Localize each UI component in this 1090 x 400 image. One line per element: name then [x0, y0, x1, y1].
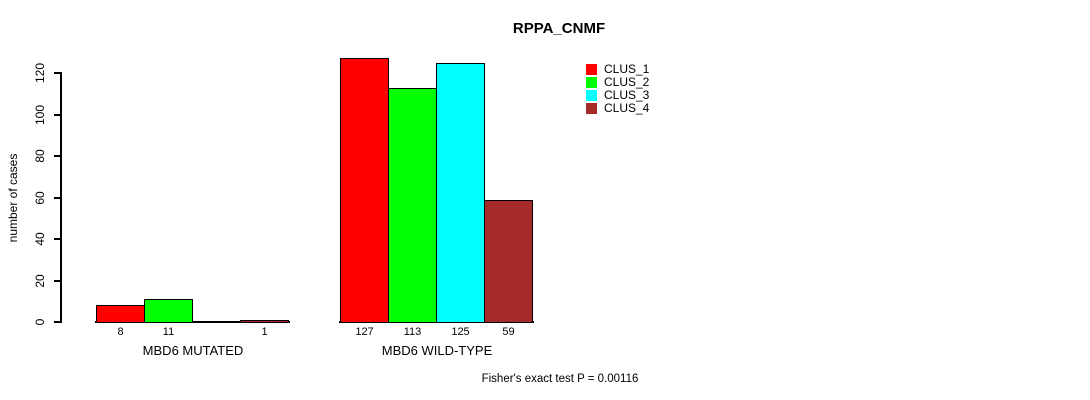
x-category-label-wildtype: MBD6 WILD-TYPE: [381, 343, 493, 358]
bar-clus_1-wildtype: [340, 58, 389, 322]
group-baseline: [339, 321, 534, 323]
bar-clus_1-mutated: [96, 305, 145, 322]
chart-title: RPPA_CNMF: [512, 20, 606, 37]
legend-item-clus3: CLUS_3: [586, 89, 649, 102]
legend-item-clus1: CLUS_1: [586, 63, 649, 76]
bar-value-label: 11: [162, 326, 175, 338]
bar-clus_4-mutated: [240, 320, 289, 322]
bar-value-label: 1: [261, 326, 268, 338]
legend-swatch-clus4: [586, 103, 597, 114]
y-tick-label: 40: [33, 232, 47, 246]
bar-value-label: 113: [403, 326, 422, 338]
y-tick-mark: [54, 155, 61, 157]
legend: CLUS_1 CLUS_2 CLUS_3 CLUS_4: [586, 63, 649, 115]
bar-clus_2-wildtype: [388, 88, 437, 322]
y-tick-label: 60: [33, 190, 47, 205]
bar-value-label: 127: [355, 326, 374, 338]
legend-swatch-clus3: [586, 90, 597, 101]
x-category-label-mutated: MBD6 MUTATED: [142, 343, 244, 358]
y-tick-label: 80: [33, 149, 47, 163]
y-tick-label: 100: [33, 104, 47, 125]
y-tick-label: 0: [33, 318, 47, 326]
group-baseline: [95, 321, 290, 323]
y-tick-mark: [54, 72, 61, 74]
legend-label-clus4: CLUS_4: [604, 101, 650, 115]
bar-clus_4-wildtype: [484, 200, 533, 322]
bar-value-label: 59: [502, 326, 515, 338]
legend-swatch-clus2: [586, 77, 597, 88]
y-tick-label: 120: [33, 62, 47, 84]
bar-value-label: 8: [117, 326, 124, 338]
legend-swatch-clus1: [586, 64, 597, 75]
y-tick-mark: [54, 321, 61, 323]
legend-label-clus3: CLUS_3: [604, 88, 650, 102]
bar-clus_2-mutated: [144, 299, 193, 322]
legend-label-clus2: CLUS_2: [604, 75, 650, 89]
y-tick-mark: [54, 113, 61, 116]
bar-value-label: 125: [451, 326, 470, 338]
legend-item-clus4: CLUS_4: [586, 102, 649, 115]
legend-item-clus2: CLUS_2: [586, 76, 649, 89]
y-tick-mark: [54, 238, 61, 240]
fisher-test-annotation: Fisher's exact test P = 0.00116: [481, 373, 639, 385]
y-tick-label: 20: [33, 273, 47, 288]
legend-label-clus1: CLUS_1: [604, 62, 650, 76]
y-tick-mark: [54, 196, 61, 199]
y-axis-line: [60, 72, 62, 323]
y-tick-mark: [54, 279, 61, 282]
bar-clus_3-wildtype: [436, 63, 485, 322]
